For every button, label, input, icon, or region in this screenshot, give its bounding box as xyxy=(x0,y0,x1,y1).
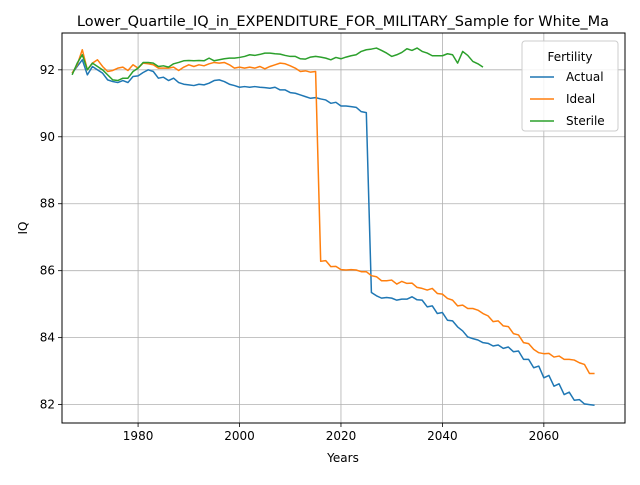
series-line-sterile xyxy=(71,47,484,82)
y-tick-label: 86 xyxy=(40,264,55,278)
y-tick-label: 84 xyxy=(40,331,55,345)
x-tick-label: 1980 xyxy=(123,429,154,443)
plot-series xyxy=(71,47,595,407)
x-tick-label: 2000 xyxy=(224,429,255,443)
y-tick-label: 90 xyxy=(40,130,55,144)
y-tick-label: 92 xyxy=(40,63,55,77)
legend-label-actual: Actual xyxy=(566,70,604,84)
x-axis-label: Years xyxy=(326,451,359,465)
axes: 1980 2000 2020 2040 2060 82 84 86 88 90 92 xyxy=(40,63,559,443)
series-line-actual xyxy=(71,59,595,407)
legend-title: Fertility xyxy=(547,50,592,64)
x-tick-label: 2060 xyxy=(529,429,560,443)
x-tick-label: 2040 xyxy=(427,429,458,443)
y-tick-label: 88 xyxy=(40,197,55,211)
y-tick-label: 82 xyxy=(40,398,55,412)
y-axis-label: IQ xyxy=(16,222,30,235)
plot-area-frame xyxy=(61,32,626,424)
legend-box xyxy=(521,40,619,132)
x-tick-label: 2020 xyxy=(326,429,357,443)
legend-label-ideal: Ideal xyxy=(566,92,595,106)
series-line-ideal xyxy=(71,48,595,375)
legend-label-sterile: Sterile xyxy=(566,114,605,128)
chart-title: Lower_Quartile_IQ_in_EXPENDITURE_FOR_MIL… xyxy=(77,14,609,30)
legend: Fertility Actual Ideal Sterile xyxy=(521,40,619,132)
